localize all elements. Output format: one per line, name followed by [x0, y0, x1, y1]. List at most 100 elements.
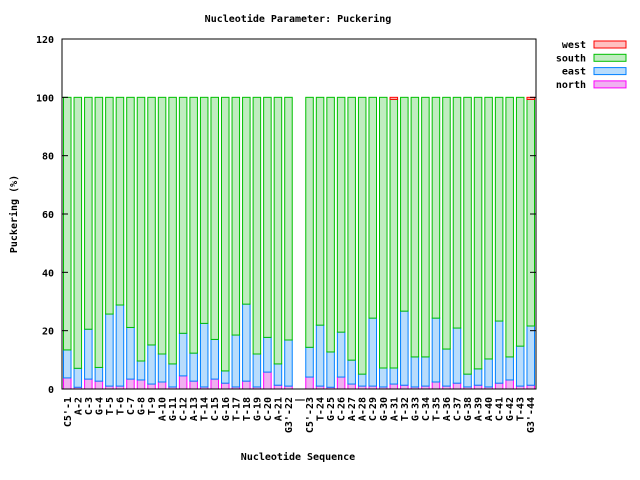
- bar-east: [315, 324, 325, 387]
- legend-swatch-north: [593, 80, 627, 89]
- bar-north: [431, 381, 441, 390]
- bar-south: [115, 96, 125, 306]
- bar-south: [136, 96, 146, 362]
- legend-swatch-east: [593, 67, 627, 76]
- bar-south: [242, 96, 251, 305]
- bar-east: [526, 325, 536, 386]
- bar-south: [199, 96, 209, 324]
- bar-south: [452, 96, 462, 329]
- bar-north: [473, 384, 483, 390]
- bar-east: [336, 331, 346, 378]
- x-tick-label: A-10: [158, 397, 169, 421]
- bar-south: [421, 96, 430, 358]
- x-tick-label: |: [295, 397, 306, 403]
- bar-east: [400, 310, 409, 386]
- bar-east: [389, 367, 399, 385]
- bar-east: [105, 313, 114, 387]
- x-tick-label: C-37: [453, 397, 464, 421]
- y-tick-label: 120: [36, 35, 54, 46]
- bar-north: [494, 382, 504, 390]
- x-tick-label: A-28: [358, 397, 369, 421]
- axes-group: C5'-1 A-2 C-3 G-4 T-5 T-6 C-7 G-8 T-9 A-10 G-11 C-1…: [36, 35, 537, 433]
- bar-north: [273, 384, 283, 390]
- x-tick-label: G-33: [410, 397, 421, 421]
- x-tick-label: A-21: [273, 397, 284, 421]
- bar-east: [115, 304, 125, 387]
- y-axis-label: Puckering (%): [8, 175, 20, 253]
- bar-north: [389, 383, 399, 390]
- y-tick-label: 40: [42, 268, 54, 279]
- x-tick-label: T-43: [516, 397, 527, 421]
- bar-east: [273, 363, 283, 386]
- x-tick-label: C5'-1: [63, 397, 74, 427]
- x-tick-label: T-18: [242, 397, 253, 421]
- x-tick-label: C-41: [495, 397, 506, 421]
- bar-east: [199, 322, 209, 388]
- bar-east: [189, 352, 198, 382]
- bar-south: [526, 98, 536, 327]
- bar-east: [84, 328, 93, 380]
- x-tick-label: T-5: [105, 397, 116, 415]
- bar-north: [263, 371, 272, 390]
- bar-south: [379, 96, 388, 369]
- bar-north: [126, 378, 135, 390]
- x-tick-label: G3'-22: [284, 397, 295, 433]
- x-tick-label: G-8: [137, 397, 148, 415]
- legend-label-south: south: [556, 53, 586, 64]
- bar-north: [347, 383, 356, 390]
- bar-south: [463, 96, 472, 375]
- bar-south: [305, 96, 314, 348]
- bar-south: [263, 96, 272, 338]
- y-tick-label: 100: [36, 93, 54, 104]
- bar-south: [284, 96, 293, 341]
- bar-south: [231, 96, 241, 336]
- x-axis-label: Nucleotide Sequence: [241, 451, 355, 463]
- bar-south: [147, 96, 156, 346]
- bar-south: [347, 96, 356, 361]
- bar-east: [305, 346, 314, 378]
- bar-north: [136, 379, 146, 390]
- bar-north: [305, 376, 314, 390]
- bar-east: [252, 353, 262, 388]
- bar-north: [221, 382, 230, 390]
- y-tick-label: 20: [42, 327, 54, 338]
- bar-south: [315, 96, 325, 326]
- bar-west: [389, 96, 399, 100]
- bar-east: [505, 356, 514, 381]
- x-tick-label: G-19: [252, 397, 263, 421]
- x-tick-label: G-38: [463, 397, 474, 421]
- bar-east: [73, 367, 83, 388]
- bar-east: [494, 320, 504, 384]
- x-tick-label: C-12: [179, 397, 190, 421]
- bar-north: [210, 378, 219, 390]
- y-tick-label: 0: [48, 385, 54, 396]
- x-tick-label: C-29: [368, 397, 379, 421]
- legend-swatch-west: [593, 40, 627, 49]
- bar-south: [273, 96, 283, 365]
- bar-north: [526, 384, 536, 390]
- bar-east: [431, 317, 441, 383]
- bar-east: [231, 334, 241, 388]
- bar-south: [515, 96, 525, 347]
- x-tick-label: C-7: [126, 397, 137, 415]
- x-tick-label: G-16: [221, 397, 232, 421]
- bar-south: [189, 96, 198, 354]
- legend: west south east north: [556, 40, 627, 91]
- bar-east: [463, 373, 472, 388]
- bar-east: [379, 367, 388, 388]
- x-tick-label: C-3: [84, 397, 95, 415]
- x-tick-label: T-24: [316, 397, 327, 421]
- bar-east: [157, 353, 167, 383]
- bar-south: [168, 96, 177, 365]
- x-tick-label: T-14: [200, 397, 211, 421]
- x-tick-label: T-35: [431, 397, 442, 421]
- bar-east: [126, 326, 135, 380]
- x-tick-label: C-15: [210, 397, 221, 421]
- bar-east: [178, 332, 188, 377]
- bar-south: [484, 96, 493, 360]
- bar-north: [178, 375, 188, 390]
- bar-north: [157, 381, 167, 390]
- bar-north: [452, 382, 462, 390]
- bar-north: [84, 378, 93, 390]
